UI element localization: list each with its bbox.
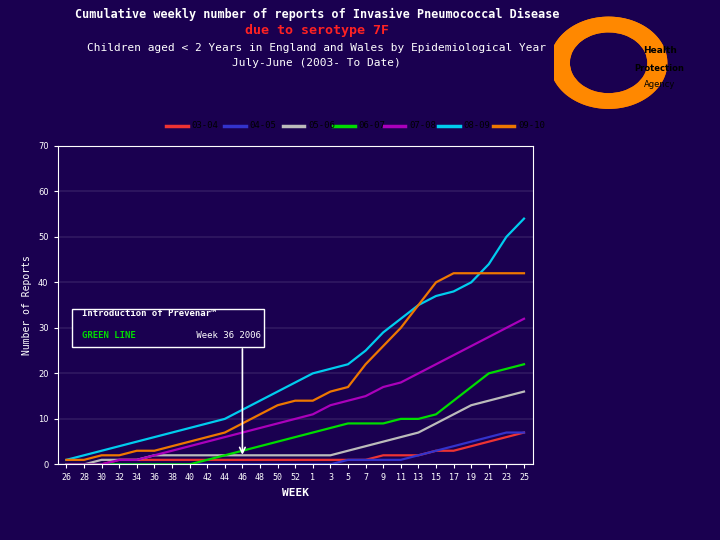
Text: GREEN LINE: GREEN LINE xyxy=(82,331,136,340)
Text: 03-04: 03-04 xyxy=(192,121,218,130)
Text: Protection: Protection xyxy=(635,64,685,73)
Text: 06-07: 06-07 xyxy=(359,121,385,130)
Text: Week 36 2006: Week 36 2006 xyxy=(192,331,261,340)
Text: 05-06: 05-06 xyxy=(308,121,335,130)
Wedge shape xyxy=(550,17,667,109)
X-axis label: WEEK: WEEK xyxy=(282,488,309,498)
Text: due to serotype 7F: due to serotype 7F xyxy=(245,24,389,37)
Text: 07-08: 07-08 xyxy=(409,121,436,130)
Y-axis label: Number of Reports: Number of Reports xyxy=(22,255,32,355)
Text: Children aged < 2 Years in England and Wales by Epidemiological Year: Children aged < 2 Years in England and W… xyxy=(87,43,546,53)
Text: 09-10: 09-10 xyxy=(518,121,545,130)
FancyBboxPatch shape xyxy=(72,309,264,347)
Text: Introduction of Prevenar™: Introduction of Prevenar™ xyxy=(82,309,217,319)
Text: 04-05: 04-05 xyxy=(250,121,276,130)
Text: Agency: Agency xyxy=(644,80,675,89)
Wedge shape xyxy=(550,17,664,78)
Text: Health: Health xyxy=(643,46,677,55)
Wedge shape xyxy=(553,47,667,109)
Text: Cumulative weekly number of reports of Invasive Pneumococcal Disease: Cumulative weekly number of reports of I… xyxy=(75,8,559,21)
Text: July-June (2003- To Date): July-June (2003- To Date) xyxy=(233,58,401,69)
Text: 08-09: 08-09 xyxy=(464,121,490,130)
